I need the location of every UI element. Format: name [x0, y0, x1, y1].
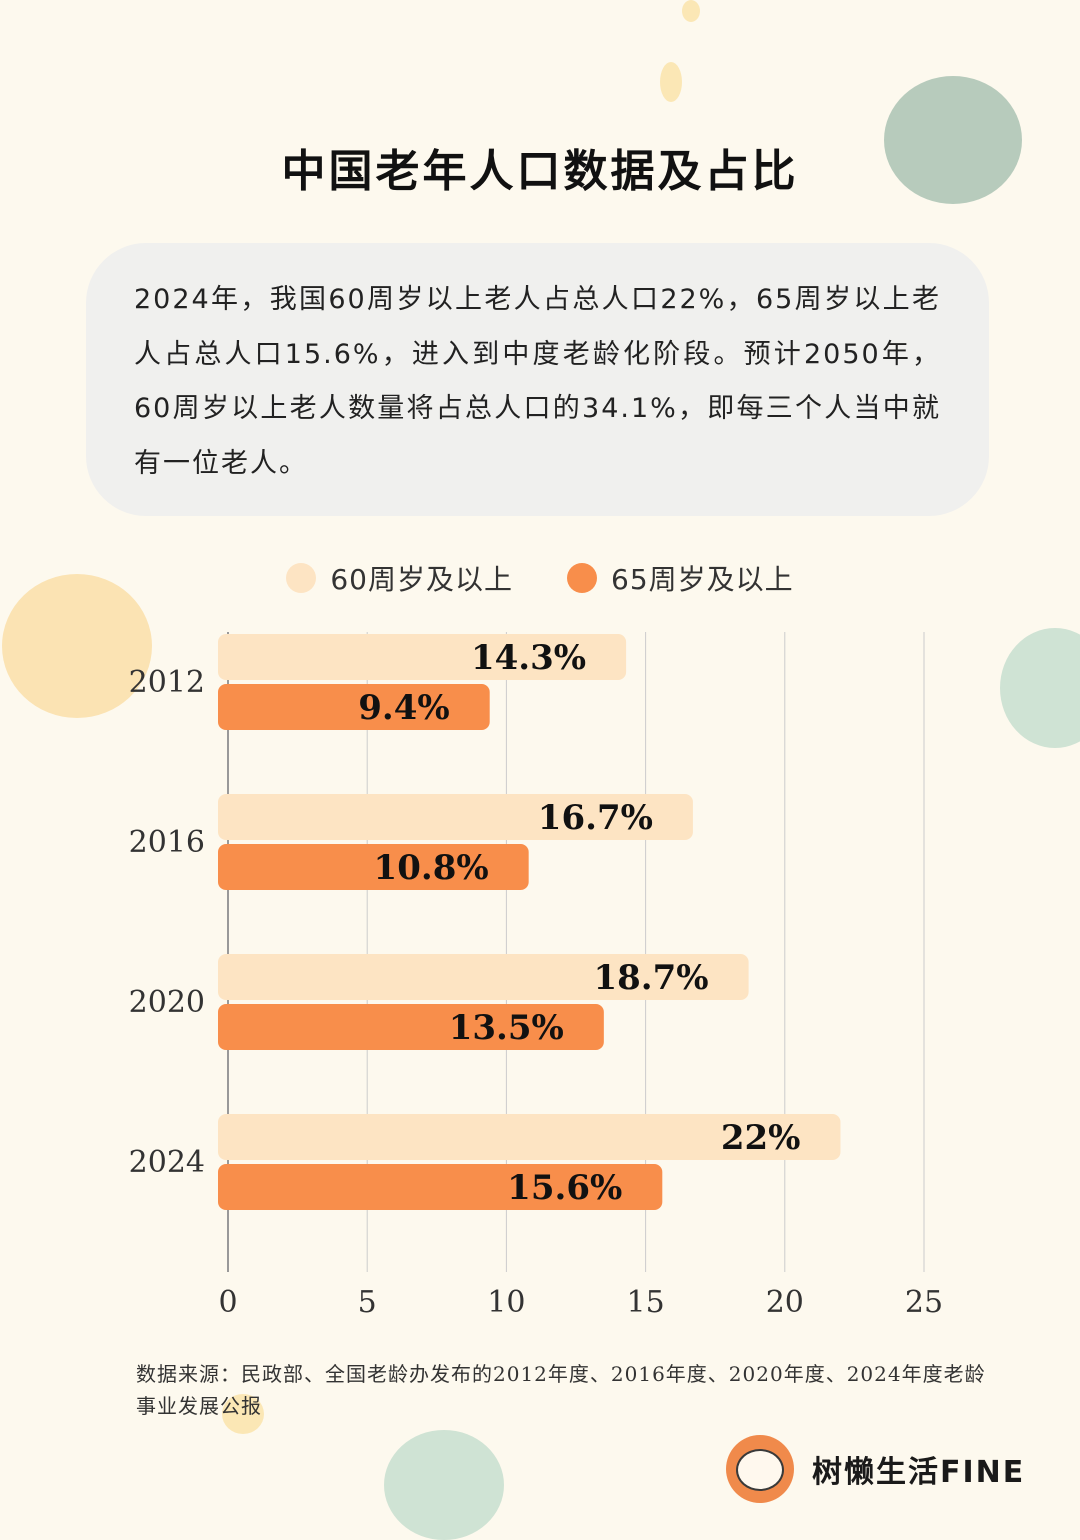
y-category-label: 2024 — [129, 1145, 205, 1180]
x-tick-label: 20 — [766, 1285, 804, 1320]
x-tick-label: 0 — [218, 1285, 237, 1320]
data-label: 9.4% — [358, 688, 449, 728]
x-tick-label: 15 — [627, 1285, 665, 1320]
data-label: 18.7% — [593, 958, 708, 998]
legend-label-65: 65周岁及以上 — [611, 563, 794, 596]
brand-name: 树懒生活FINE — [812, 1455, 1026, 1490]
x-tick-label: 25 — [905, 1285, 943, 1320]
y-category-label: 2020 — [129, 985, 205, 1020]
x-tick-label: 10 — [487, 1285, 525, 1320]
bar — [218, 844, 529, 890]
bar — [218, 634, 627, 680]
data-label: 22% — [721, 1118, 801, 1158]
decor-blob-green-bottom — [384, 1430, 504, 1540]
decor-blob-yellow-top — [660, 62, 682, 102]
legend-item-60: 60周岁及以上 — [286, 558, 513, 598]
decor-blob-green-right — [1000, 628, 1080, 748]
source-note: 数据来源：民政部、全国老龄办发布的2012年度、2016年度、2020年度、20… — [136, 1362, 986, 1418]
decor-blob-teal-top — [884, 76, 1022, 204]
chart-legend: 60周岁及以上 65周岁及以上 — [0, 558, 1080, 598]
decor-blob-yellow-top-small — [682, 0, 700, 22]
legend-swatch-60 — [286, 563, 317, 593]
intro-text: 2024年，我国60周岁以上老人占总人口22%，65周岁以上老人占总人口15.6… — [134, 284, 941, 479]
data-label: 15.6% — [507, 1168, 622, 1208]
bar — [218, 1114, 841, 1160]
legend-swatch-65 — [567, 563, 597, 593]
sloth-logo-icon — [726, 1435, 794, 1503]
y-category-label: 2016 — [129, 825, 205, 860]
legend-item-65: 65周岁及以上 — [567, 558, 794, 598]
bar — [218, 1004, 604, 1050]
decor-blob-yellow-left — [2, 574, 152, 718]
page-title: 中国老年人口数据及占比 — [281, 146, 799, 197]
data-label: 10.8% — [374, 848, 489, 888]
bar — [218, 954, 749, 1000]
intro-box: 2024年，我国60周岁以上老人占总人口22%，65周岁以上老人占总人口15.6… — [86, 243, 989, 516]
brand: 树懒生活FINE — [726, 1424, 1025, 1514]
bar — [218, 794, 693, 840]
data-label: 14.3% — [471, 638, 586, 678]
bar — [218, 1164, 663, 1210]
decor-blob-yellow-bottom — [222, 1394, 264, 1434]
legend-label-60: 60周岁及以上 — [330, 563, 513, 596]
y-category-label: 2012 — [129, 665, 205, 700]
data-label: 13.5% — [449, 1008, 564, 1048]
data-label: 16.7% — [538, 798, 653, 838]
x-tick-label: 5 — [358, 1285, 377, 1320]
bar — [218, 684, 490, 730]
